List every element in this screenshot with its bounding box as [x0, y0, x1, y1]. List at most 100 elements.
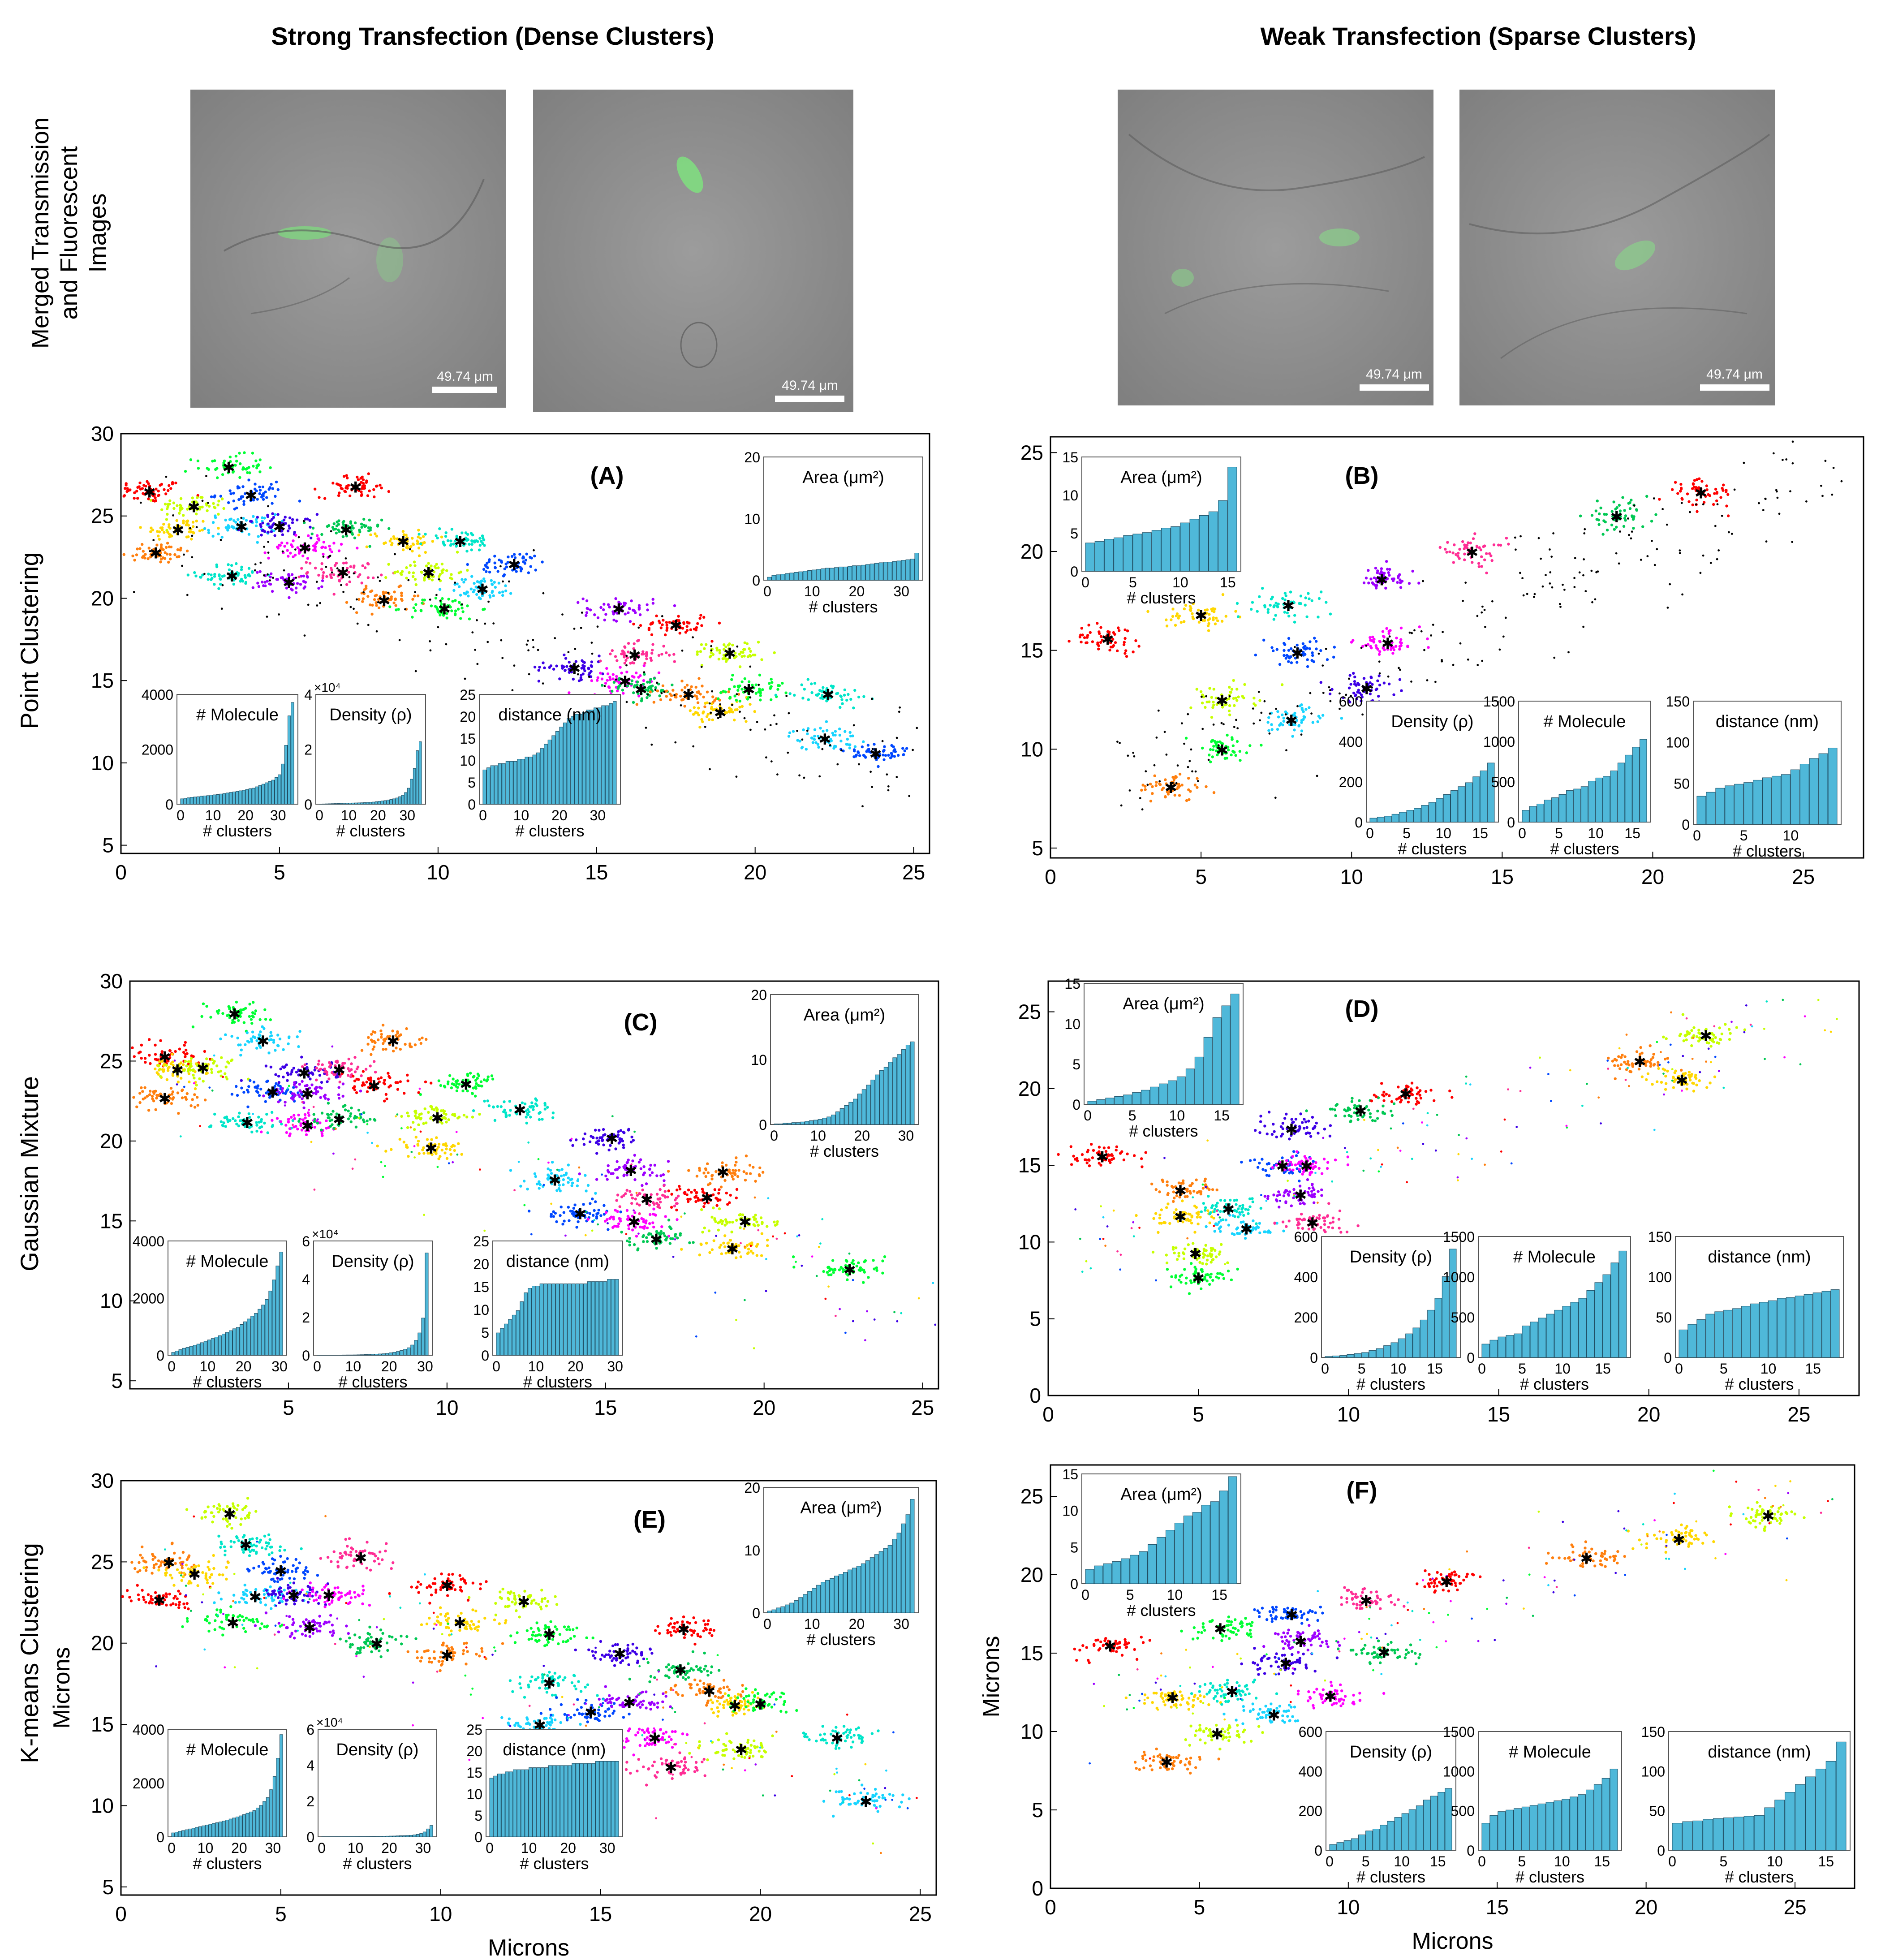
scatter-point: [858, 763, 860, 766]
scatter-point: [1165, 754, 1168, 756]
inset-bar: [883, 562, 888, 581]
inset-bar: [1377, 817, 1385, 823]
scatter-point: [424, 1080, 427, 1084]
scatter-point: [665, 689, 668, 693]
scatter-point: [1163, 731, 1166, 733]
scatter-point: [1270, 646, 1274, 649]
cluster-centroid: ✱: [476, 581, 489, 598]
scatter-point: [347, 1067, 350, 1070]
scatter-point: [1360, 646, 1363, 649]
scatter-point: [648, 1222, 651, 1225]
scatter-point: [700, 624, 703, 627]
scatter-point: [228, 568, 231, 572]
scatter-point: [1432, 624, 1434, 626]
scatter-point: [643, 662, 646, 665]
scatter-point: [1400, 689, 1403, 692]
scatter-point: [665, 695, 668, 698]
scatter-point: [443, 1086, 447, 1089]
scatter-point: [292, 1067, 295, 1070]
scatter-point: [481, 534, 484, 538]
scatter-point: [1214, 622, 1217, 625]
scatter-point: [639, 1158, 642, 1161]
scatter-point: [179, 497, 183, 500]
scatter-point: [201, 505, 204, 509]
scatter-point: [883, 745, 886, 748]
scatter-point: [256, 1091, 259, 1094]
scatter-point: [235, 1122, 238, 1126]
scatter-point: [143, 1086, 146, 1089]
scatter-point: [1250, 607, 1253, 611]
scatter-point: [323, 497, 327, 500]
scatter-point: [1235, 699, 1239, 702]
scatter-point: [798, 774, 801, 777]
scatter-point: [167, 526, 171, 529]
inset-title: Area (μm²): [802, 468, 884, 487]
scatter-point: [464, 578, 467, 581]
scatter-point: [189, 1057, 193, 1060]
scatter-point: [743, 677, 747, 681]
scatter-point: [387, 527, 391, 530]
inset-x-tick-label: 30: [893, 583, 909, 599]
scatter-point: [244, 581, 248, 584]
scatter-point: [325, 575, 328, 578]
scatter-point: [464, 677, 466, 680]
scatter-point: [255, 1129, 258, 1133]
scatter-point: [1422, 580, 1425, 582]
scatter-point: [159, 543, 163, 547]
scatter-point: [198, 1077, 201, 1081]
scatter-point: [163, 531, 166, 534]
scatter-point: [605, 667, 608, 670]
scatter-point: [525, 1121, 528, 1125]
scatter-point: [179, 548, 182, 552]
scatter-point: [840, 698, 844, 701]
scatter-point: [306, 576, 309, 579]
scatter-point: [254, 482, 257, 486]
scatter-point: [201, 529, 204, 532]
scatter-point: [851, 734, 854, 737]
scatter-point: [405, 566, 408, 569]
scatter-point: [649, 690, 652, 694]
scatter-point: [143, 556, 146, 560]
scatter-point: [692, 636, 694, 638]
scatter-point: [765, 756, 767, 759]
scatter-point: [1758, 502, 1760, 504]
scatter-point: [607, 1164, 610, 1167]
scatter-point: [1420, 630, 1423, 633]
scatter-point: [1618, 562, 1620, 565]
scatter-point: [1597, 523, 1601, 526]
scatter-point: [694, 685, 697, 689]
scatter-point: [696, 697, 699, 700]
scatter-point: [362, 1111, 366, 1114]
scatter-point: [590, 1135, 593, 1138]
inset-bar: [1436, 798, 1443, 823]
scatter-point: [1195, 688, 1198, 691]
scatter-point: [643, 671, 646, 673]
scatter-point: [770, 677, 773, 681]
scatter-point: [280, 1122, 283, 1126]
scatter-point: [245, 519, 248, 522]
scatter-point: [852, 706, 855, 710]
scatter-point: [1467, 658, 1469, 661]
scatter-point: [160, 547, 163, 551]
scatter-point: [753, 710, 756, 713]
scatter-point: [653, 1163, 657, 1167]
scatter-point: [314, 487, 317, 491]
scatter-point: [1333, 646, 1336, 649]
scatter-point: [456, 1079, 459, 1082]
scatter-point: [379, 580, 381, 582]
scatter-point: [256, 498, 259, 501]
scatter-point: [1281, 723, 1284, 727]
scatter-point: [1785, 458, 1788, 461]
scatter-point: [749, 1172, 752, 1175]
scatter-point: [374, 1070, 377, 1074]
cluster-centroid: ✱: [822, 687, 835, 704]
scatter-point: [710, 645, 713, 647]
scatter-point: [592, 1214, 595, 1217]
scatter-point: [222, 507, 225, 510]
scatter-point: [233, 575, 237, 578]
scatter-point: [382, 1048, 385, 1051]
inset-bar: [821, 568, 826, 581]
scatter-point: [241, 523, 244, 526]
scatter-point: [308, 519, 311, 522]
scatter-point: [267, 541, 270, 543]
